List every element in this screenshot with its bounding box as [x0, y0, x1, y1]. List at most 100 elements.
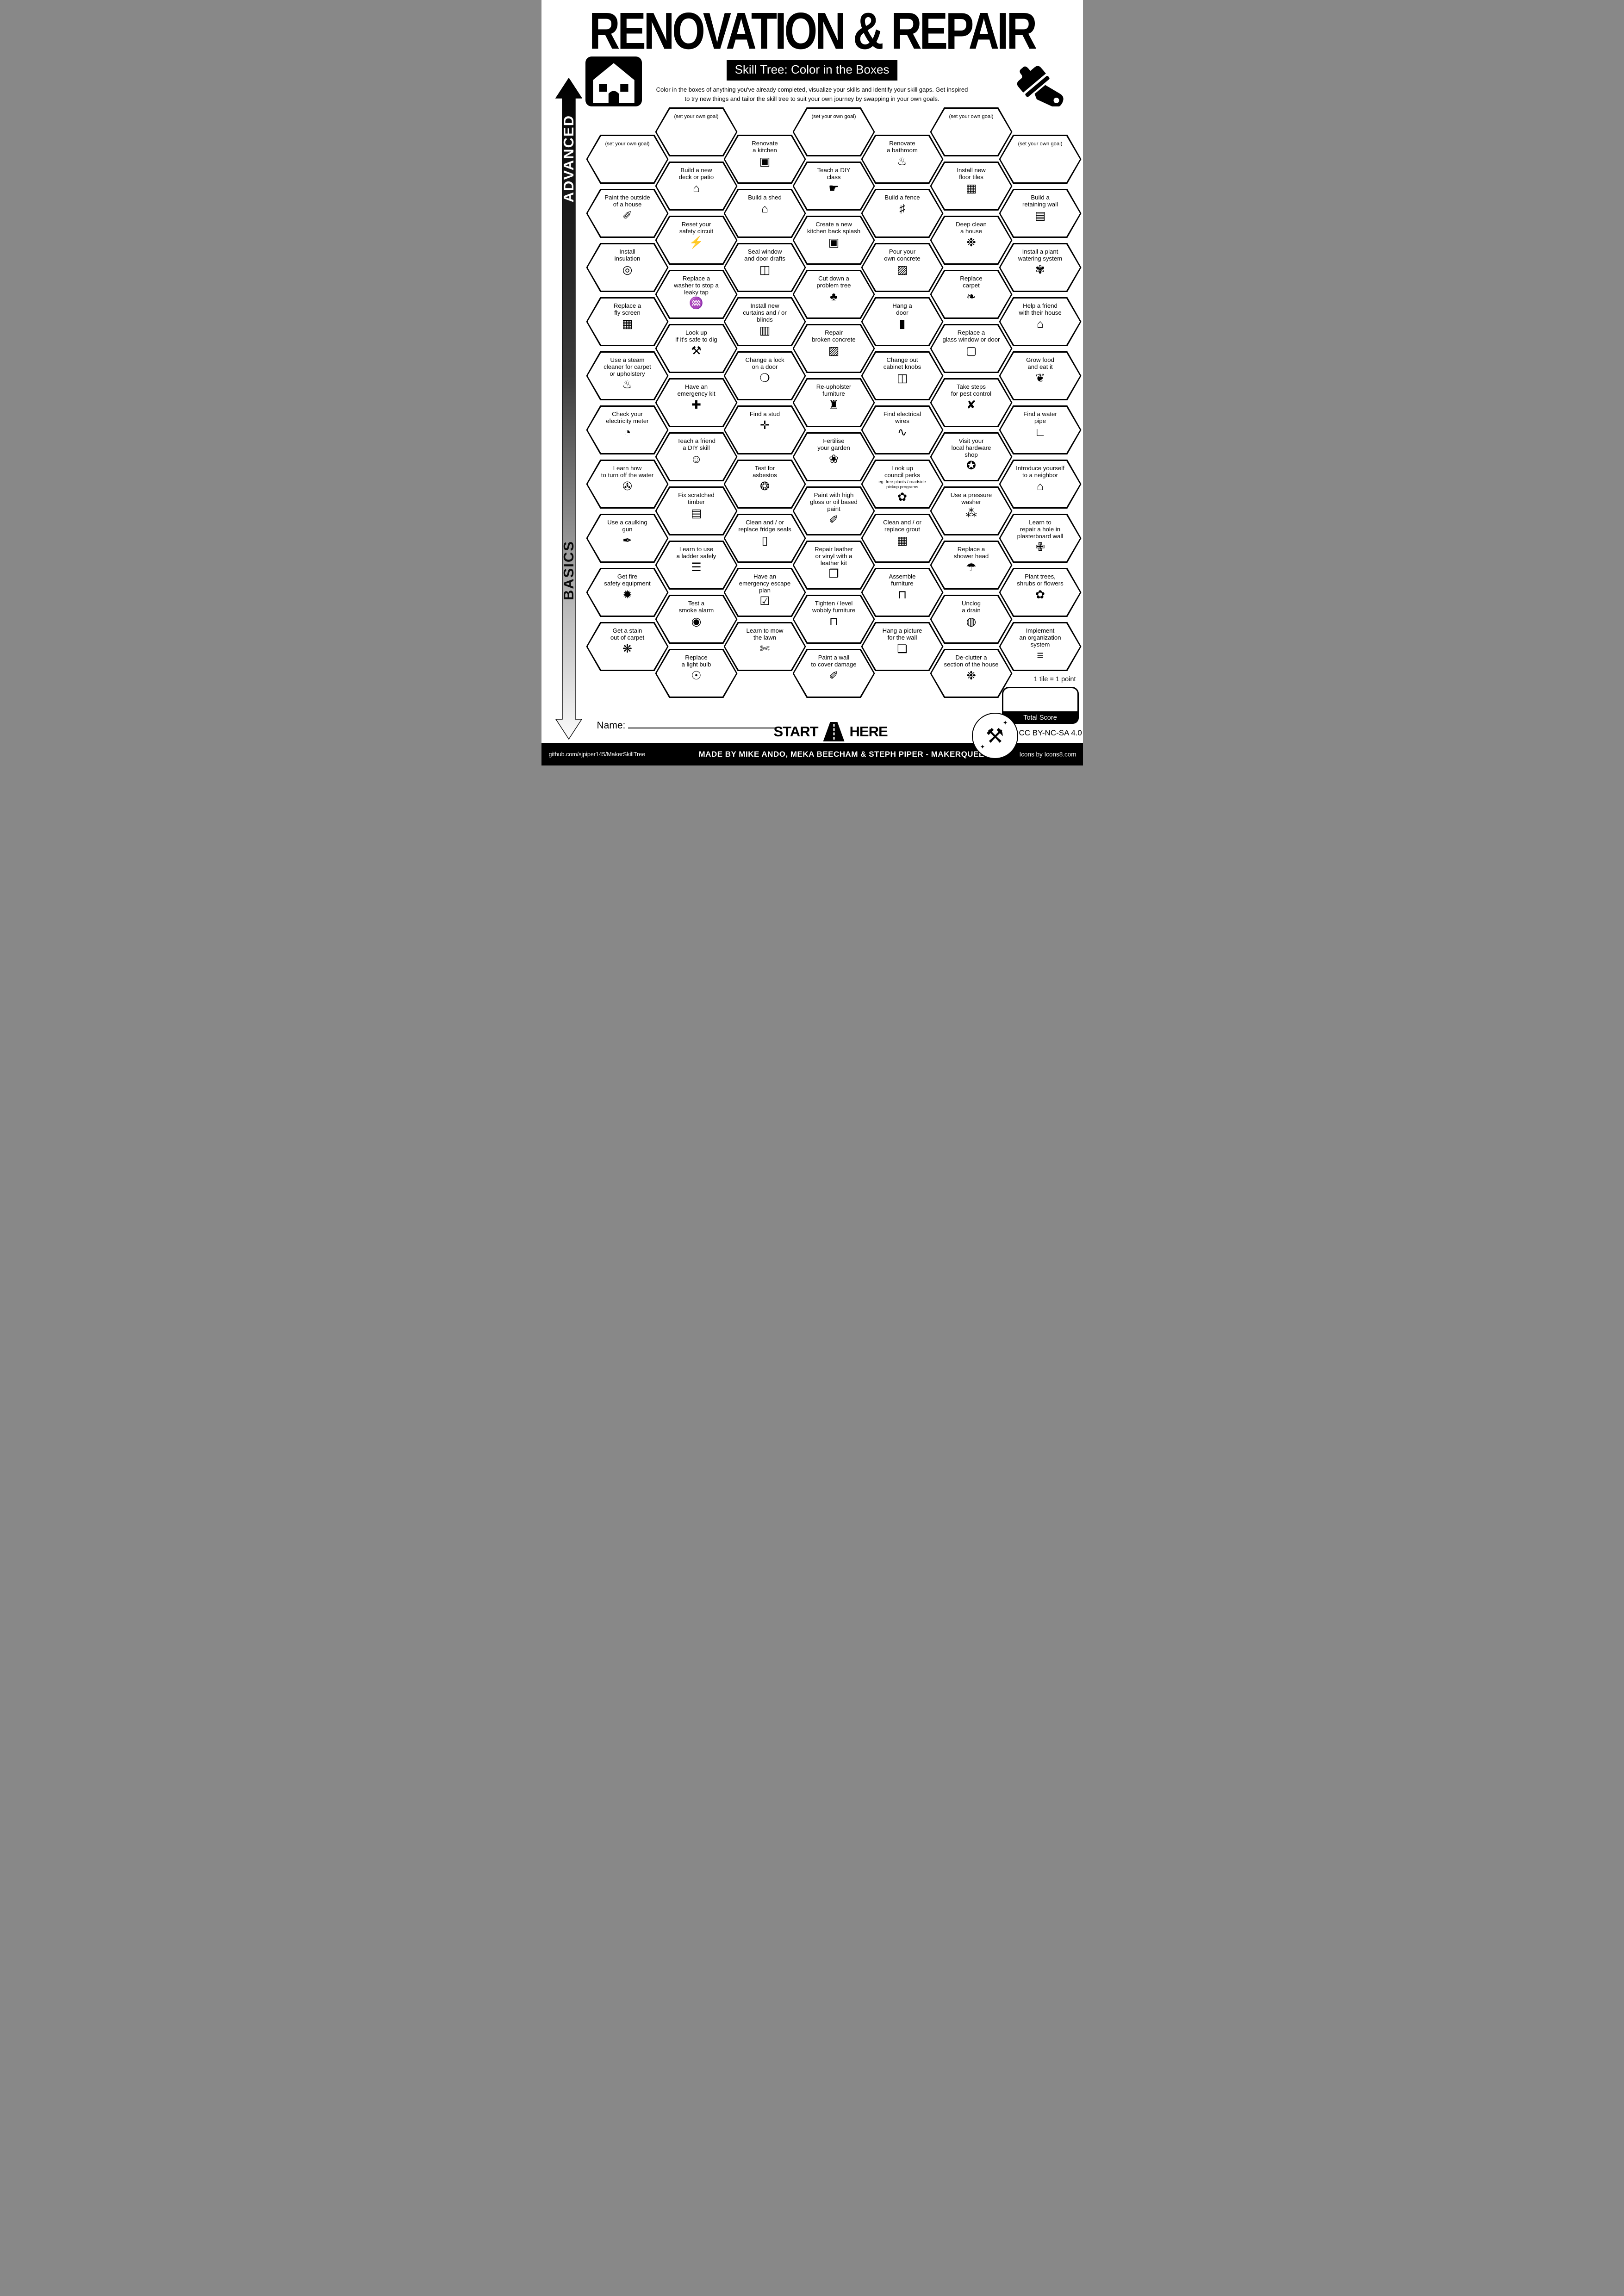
- hex-tile[interactable]: Repair leather or vinyl with a leather k…: [792, 541, 875, 590]
- hex-tile[interactable]: Plant trees, shrubs or flowers ✿: [999, 568, 1082, 617]
- hex-tile[interactable]: Test a smoke alarm ◉: [655, 595, 738, 644]
- hex-tile[interactable]: Find electrical wires ∿: [861, 405, 944, 454]
- hex-tile[interactable]: Learn to mow the lawn ✄: [723, 622, 806, 671]
- hex-tile[interactable]: Use a caulking gun ✒: [586, 514, 669, 563]
- poster-page: RENOVATION & REPAIR Skill Tree: Color in…: [541, 0, 1083, 765]
- hex-tile[interactable]: Build a retaining wall ▤: [999, 189, 1082, 238]
- hex-tile[interactable]: Replace a shower head ☂: [930, 541, 1013, 590]
- hex-content: Assemble furniture ⊓: [863, 569, 942, 616]
- hex-tile[interactable]: Test for asbestos ❂: [723, 460, 806, 509]
- hex-tile[interactable]: Grow food and eat it ❦: [999, 351, 1082, 400]
- hex-tile[interactable]: Paint a wall to cover damage ✐: [792, 649, 875, 698]
- footer-icons-credit[interactable]: Icons by Icons8.com: [1019, 751, 1076, 758]
- hex-tile[interactable]: Build a shed ⌂: [723, 189, 806, 238]
- hex-tile[interactable]: Get a stain out of carpet ❋: [586, 622, 669, 671]
- hex-tile[interactable]: Have an emergency kit ✚: [655, 378, 738, 427]
- hex-tile[interactable]: Hang a picture for the wall ❏: [861, 622, 944, 671]
- hex-tile-custom-goal[interactable]: (set your own goal): [999, 135, 1082, 184]
- footer-repo-link[interactable]: github.com/sjpiper145/MakerSkillTree: [548, 751, 646, 758]
- hex-tile[interactable]: Find a stud ✛: [723, 405, 806, 454]
- hex-label: De-clutter a section of the house: [944, 654, 999, 668]
- hex-tile[interactable]: Seal window and door drafts ◫: [723, 243, 806, 292]
- hex-content: Repair leather or vinyl with a leather k…: [794, 542, 874, 588]
- crossed-tools-icon: ⚒: [985, 724, 1004, 747]
- hex-tile[interactable]: Repair broken concrete ▨: [792, 324, 875, 373]
- hex-tile[interactable]: Cut down a problem tree ♣: [792, 270, 875, 319]
- floor-tiles-icon: ▦: [965, 181, 977, 195]
- tree-stump-icon: ♣: [830, 290, 838, 303]
- safety-circuit-icon: ⚡: [689, 236, 704, 249]
- hex-content: Fertilise your garden ❀: [794, 434, 874, 480]
- hex-tile[interactable]: Check your electricity meter ◔: [586, 405, 669, 454]
- hex-tile[interactable]: Change out cabinet knobs ◫: [861, 351, 944, 400]
- hex-tile[interactable]: Introduce yourself to a neighbor ⌂: [999, 460, 1082, 509]
- hex-tile[interactable]: Replace a fly screen ▦: [586, 297, 669, 346]
- hex-tile-custom-goal[interactable]: (set your own goal): [586, 135, 669, 184]
- hex-tile[interactable]: Implement an organization system ≡: [999, 622, 1082, 671]
- hex-tile[interactable]: Install new curtains and / or blinds ▥: [723, 297, 806, 346]
- hex-tile[interactable]: Reset your safety circuit ⚡: [655, 216, 738, 265]
- hex-tile[interactable]: Find a water pipe ∟: [999, 405, 1082, 454]
- hex-tile-custom-goal[interactable]: (set your own goal): [655, 107, 738, 156]
- hex-tile[interactable]: Create a new kitchen back splash ▣: [792, 216, 875, 265]
- hex-label: Repair leather or vinyl with a leather k…: [815, 546, 853, 566]
- hex-tile[interactable]: Learn to repair a hole in plasterboard w…: [999, 514, 1082, 563]
- hex-tile[interactable]: Replace a washer to stop a leaky tap ♒: [655, 270, 738, 319]
- start-label: START: [773, 723, 819, 740]
- hex-tile[interactable]: Learn how to turn off the water ✇: [586, 460, 669, 509]
- hex-tile-custom-goal[interactable]: (set your own goal): [930, 107, 1013, 156]
- hex-label: Build a shed: [748, 194, 782, 201]
- hex-tile[interactable]: Replace a light bulb ☉: [655, 649, 738, 698]
- hex-tile[interactable]: Learn to use a ladder safely ☰: [655, 541, 738, 590]
- hex-tile[interactable]: Fix scratched timber ▤: [655, 486, 738, 535]
- hex-tile[interactable]: Get fire safety equipment ✹: [586, 568, 669, 617]
- hex-tile[interactable]: Help a friend with their house ⌂: [999, 297, 1082, 346]
- total-score-box[interactable]: Total Score: [1002, 687, 1079, 724]
- hex-tile[interactable]: Clean and / or replace grout ▦: [861, 514, 944, 563]
- hex-label: Teach a DIY class: [817, 167, 851, 180]
- hex-tile[interactable]: Use a pressure washer ⁂: [930, 486, 1013, 535]
- hex-label: Build a fence: [884, 194, 920, 201]
- hex-tile[interactable]: Deep clean a house ❉: [930, 216, 1013, 265]
- hex-tile[interactable]: Assemble furniture ⊓: [861, 568, 944, 617]
- hex-tile[interactable]: Unclog a drain ◍: [930, 595, 1013, 644]
- mesh-screen-icon: ▦: [622, 317, 633, 330]
- hex-tile[interactable]: Visit your local hardware shop ✪: [930, 432, 1013, 481]
- stain-sparkles-icon: ❋: [622, 642, 632, 655]
- hex-tile[interactable]: Paint with high gloss or oil based paint…: [792, 486, 875, 535]
- hex-tile[interactable]: Paint the outside of a house ✐: [586, 189, 669, 238]
- hex-tile[interactable]: Build a new deck or patio ⌂: [655, 162, 738, 211]
- hex-tile[interactable]: Look up council perks eg. free plants / r…: [861, 460, 944, 509]
- hex-label: Get a stain out of carpet: [610, 627, 645, 641]
- hex-tile[interactable]: Teach a DIY class ☛: [792, 162, 875, 211]
- hex-tile[interactable]: Re-upholster furniture ♜: [792, 378, 875, 427]
- hex-tile[interactable]: Take steps for pest control ✘: [930, 378, 1013, 427]
- hex-content: Help a friend with their house ⌂: [1001, 299, 1080, 345]
- hex-tile[interactable]: Use a steam cleaner for carpet or uphols…: [586, 351, 669, 400]
- hex-tile-custom-goal[interactable]: (set your own goal): [792, 107, 875, 156]
- hex-content: Test for asbestos ❂: [725, 461, 805, 507]
- hex-tile[interactable]: Fertilise your garden ❀: [792, 432, 875, 481]
- hex-tile[interactable]: Clean and / or replace fridge seals ▯: [723, 514, 806, 563]
- hex-tile[interactable]: Replace carpet ❧: [930, 270, 1013, 319]
- hex-tile[interactable]: Have an emergency escape plan ☑: [723, 568, 806, 617]
- hex-tile[interactable]: Change a lock on a door ❍: [723, 351, 806, 400]
- hex-tile[interactable]: Replace a glass window or door ▢: [930, 324, 1013, 373]
- hex-label: Replace a washer to stop a leaky tap: [674, 275, 719, 296]
- hex-tile[interactable]: Tighten / level wobbly furniture ⊓: [792, 595, 875, 644]
- hex-tile[interactable]: Renovate a bathroom ♨: [861, 135, 944, 184]
- hex-tile[interactable]: Install insulation ◎: [586, 243, 669, 292]
- kitchen-cabinet-icon: ▣: [759, 155, 771, 168]
- hex-tile[interactable]: Renovate a kitchen ▣: [723, 135, 806, 184]
- hex-tile[interactable]: Look up if it's safe to dig ⚒: [655, 324, 738, 373]
- hex-tile[interactable]: Install new floor tiles ▦: [930, 162, 1013, 211]
- hex-tile[interactable]: Build a fence ♯: [861, 189, 944, 238]
- hex-tile[interactable]: Teach a friend a DIY skill ☺: [655, 432, 738, 481]
- name-input-line[interactable]: [628, 720, 776, 728]
- hex-tile[interactable]: Pour your own concrete ▨: [861, 243, 944, 292]
- hex-content: Paint the outside of a house ✐: [588, 190, 667, 236]
- hex-tile[interactable]: Hang a door ▮: [861, 297, 944, 346]
- hex-content: Implement an organization system ≡: [1001, 623, 1080, 670]
- hex-tile[interactable]: De-clutter a section of the house ❉: [930, 649, 1013, 698]
- hex-tile[interactable]: Install a plant watering system ✾: [999, 243, 1082, 292]
